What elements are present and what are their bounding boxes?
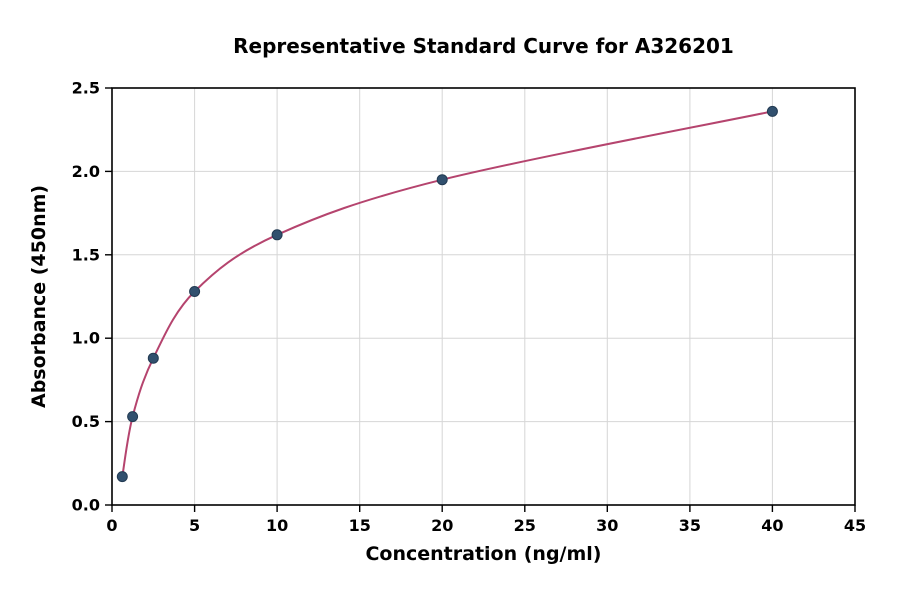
x-tick-label: 45: [844, 516, 866, 535]
chart-title: Representative Standard Curve for A32620…: [233, 34, 734, 58]
y-tick-label: 1.5: [72, 245, 100, 264]
x-tick-label: 0: [106, 516, 117, 535]
y-axis-label: Absorbance (450nm): [28, 184, 50, 409]
x-tick-label: 35: [679, 516, 701, 535]
x-tick-label: 40: [761, 516, 783, 535]
y-tick-label: 0.5: [72, 412, 100, 431]
data-point: [766, 105, 778, 117]
x-tick-label: 30: [596, 516, 618, 535]
x-tick-label: 10: [266, 516, 288, 535]
data-point: [436, 174, 448, 186]
x-axis-label: Concentration (ng/ml): [365, 543, 602, 565]
data-point: [127, 411, 139, 423]
y-tick-label: 2.5: [72, 79, 100, 98]
x-tick-label: 20: [431, 516, 453, 535]
data-point: [189, 286, 201, 297]
y-tick-label: 0.0: [72, 496, 100, 515]
plot-border: [111, 87, 856, 506]
y-tick-label: 2.0: [72, 162, 100, 181]
x-tick-label: 25: [514, 516, 536, 535]
data-point: [147, 352, 159, 364]
x-tick-label: 15: [349, 516, 371, 535]
fit-curve: [121, 110, 774, 478]
y-tick-label: 1.0: [72, 329, 100, 348]
data-point: [271, 229, 283, 241]
x-tick-label: 5: [189, 516, 200, 535]
data-point: [116, 471, 128, 483]
